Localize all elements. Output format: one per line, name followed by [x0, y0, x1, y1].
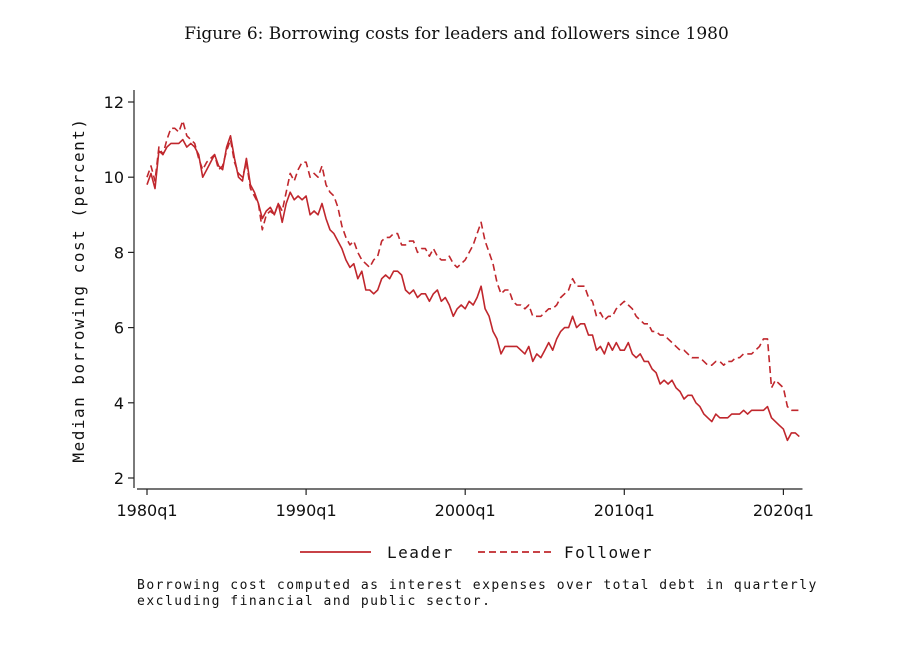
y-tick-label: 4 [114, 394, 124, 413]
borrowing-cost-chart: 2 4 6 8 10 12 1980q1 1990q1 2000q1 2010q1 2020q1 Me… [69, 90, 814, 562]
y-axis-title: Median borrowing cost (percent) [69, 117, 88, 462]
y-tick-label: 12 [104, 93, 124, 112]
y-tick-label: 10 [104, 168, 124, 187]
legend-leader-label: Leader [387, 543, 454, 562]
series-line-leader [146, 135, 800, 442]
legend-follower-label: Follower [564, 543, 653, 562]
y-tick-label: 6 [114, 319, 124, 338]
x-tick-label: 2010q1 [594, 501, 655, 520]
series-line-follower [146, 120, 800, 412]
note-line-1: Borrowing cost computed as interest expe… [137, 578, 818, 593]
x-tick-label: 2000q1 [435, 501, 496, 520]
y-tick-label: 8 [114, 243, 124, 262]
figure-title: Figure 6: Borrowing costs for leaders an… [184, 24, 729, 44]
x-tick-label: 2020q1 [753, 501, 814, 520]
figure-note: Borrowing cost computed as interest expe… [137, 578, 897, 610]
x-tick-label: 1980q1 [116, 501, 177, 520]
series-group [146, 120, 800, 442]
y-tick-label: 2 [114, 469, 124, 488]
note-line-2: excluding financial and public sector. [137, 594, 492, 609]
legend: Leader Follower [300, 543, 653, 562]
axes: 2 4 6 8 10 12 1980q1 1990q1 2000q1 2010q1 2020q1 Me… [69, 90, 814, 520]
x-tick-label: 1990q1 [276, 501, 337, 520]
